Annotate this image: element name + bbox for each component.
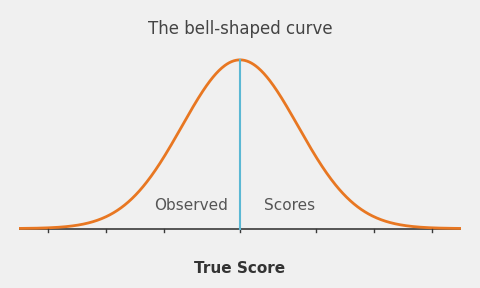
Text: The bell-shaped curve: The bell-shaped curve (148, 20, 332, 38)
Text: Observed: Observed (154, 198, 228, 213)
Text: True Score: True Score (194, 262, 286, 276)
Text: Scores: Scores (264, 198, 315, 213)
